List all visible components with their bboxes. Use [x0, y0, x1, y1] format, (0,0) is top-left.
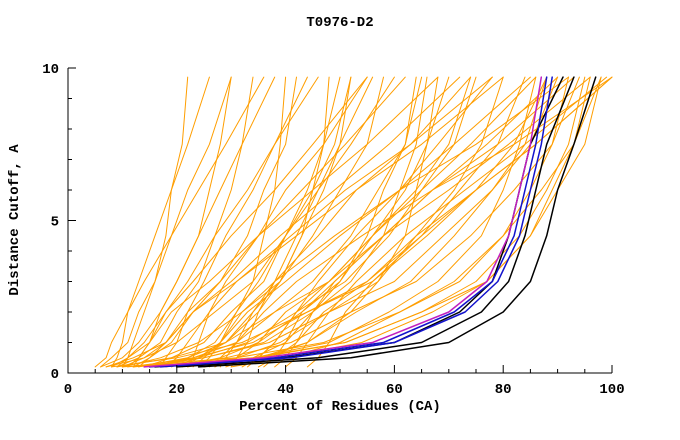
model-curve-blue	[159, 76, 553, 368]
model-curve-orange	[94, 76, 265, 368]
axes	[67, 67, 613, 374]
curves	[94, 76, 613, 368]
model-curve-orange	[165, 76, 580, 368]
model-curve-orange	[181, 76, 531, 368]
y-axis-label: Distance Cutoff, A	[7, 144, 23, 296]
model-curve-orange	[116, 76, 368, 368]
model-curve-orange	[127, 76, 428, 368]
y-tick-label: 5	[51, 215, 59, 231]
model-curve-black	[176, 76, 575, 368]
model-curve-orange	[121, 76, 504, 368]
model-curve-orange	[143, 76, 559, 368]
y-tick-label: 10	[42, 62, 59, 78]
model-curve-orange	[138, 76, 406, 368]
model-curve-orange	[203, 76, 548, 368]
x-tick-label: 40	[277, 382, 294, 398]
model-curve-orange	[132, 76, 461, 368]
x-tick-label: 100	[599, 382, 624, 398]
x-tick-label: 0	[64, 382, 72, 398]
model-curve-orange	[143, 76, 341, 368]
model-curve-orange	[127, 76, 319, 368]
model-curve-orange	[121, 76, 569, 368]
model-curve-orange	[274, 76, 559, 368]
x-axis-label: Percent of Residues (CA)	[239, 399, 441, 415]
chart-title: T0976-D2	[306, 15, 373, 31]
tick-labels: 0 20 40 60 80 100 0 5 10	[42, 62, 624, 398]
x-tick-label: 80	[495, 382, 512, 398]
y-tick-label: 0	[51, 367, 59, 383]
model-curve-orange	[187, 76, 504, 368]
model-curve-magenta	[143, 76, 543, 368]
model-curve-orange	[154, 76, 287, 368]
model-curve-orange	[100, 76, 232, 368]
x-tick-label: 20	[168, 382, 185, 398]
model-curve-orange	[187, 76, 368, 368]
model-curve-orange	[116, 76, 472, 368]
model-curve-orange	[111, 76, 439, 368]
model-curve-orange	[203, 76, 439, 368]
model-curve-orange	[121, 76, 232, 368]
model-curve-orange	[230, 76, 374, 368]
model-curve-orange	[100, 76, 189, 368]
model-curve-orange	[154, 76, 537, 368]
model-curve-orange	[247, 76, 493, 368]
model-curve-orange	[116, 76, 254, 368]
model-curve-orange	[111, 76, 210, 368]
model-curve-orange	[225, 76, 417, 368]
model-curve-blue	[148, 76, 548, 368]
model-curve-black	[197, 76, 597, 368]
x-tick-label: 60	[386, 382, 403, 398]
model-curve-orange	[198, 76, 395, 368]
model-curve-orange	[149, 76, 586, 368]
model-curve-orange	[160, 76, 308, 368]
